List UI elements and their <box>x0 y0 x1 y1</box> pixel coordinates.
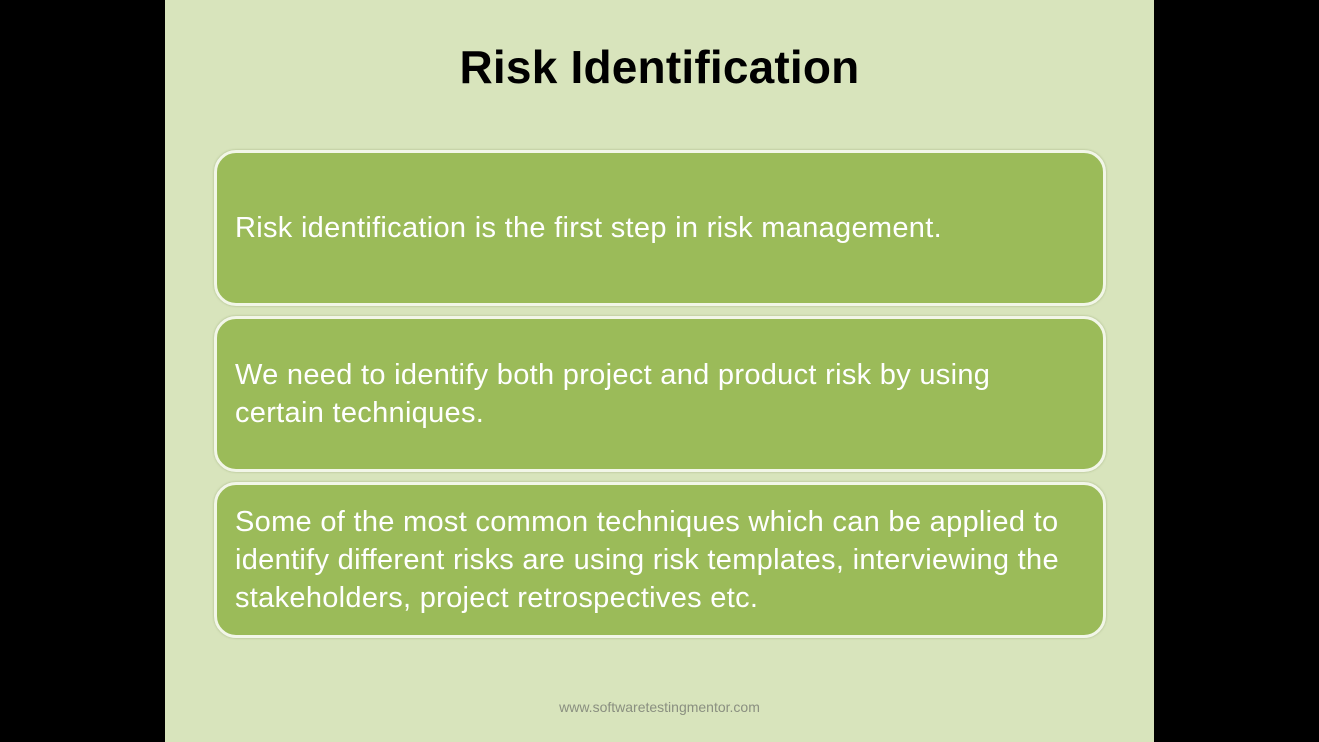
website-footer: www.softwaretestingmentor.com <box>559 699 760 715</box>
content-box-1: Risk identification is the first step in… <box>214 150 1106 306</box>
content-box-text: We need to identify both project and pro… <box>235 359 991 429</box>
content-box-2: We need to identify both project and pro… <box>214 316 1106 472</box>
content-box-text: Some of the most common techniques which… <box>235 506 1059 614</box>
slide-title: Risk Identification <box>459 41 860 93</box>
presentation-slide: Risk Identification Risk identification … <box>165 0 1154 742</box>
content-boxes: Risk identification is the first step in… <box>214 150 1106 648</box>
content-box-text: Risk identification is the first step in… <box>235 212 942 244</box>
content-box-3: Some of the most common techniques which… <box>214 482 1106 638</box>
